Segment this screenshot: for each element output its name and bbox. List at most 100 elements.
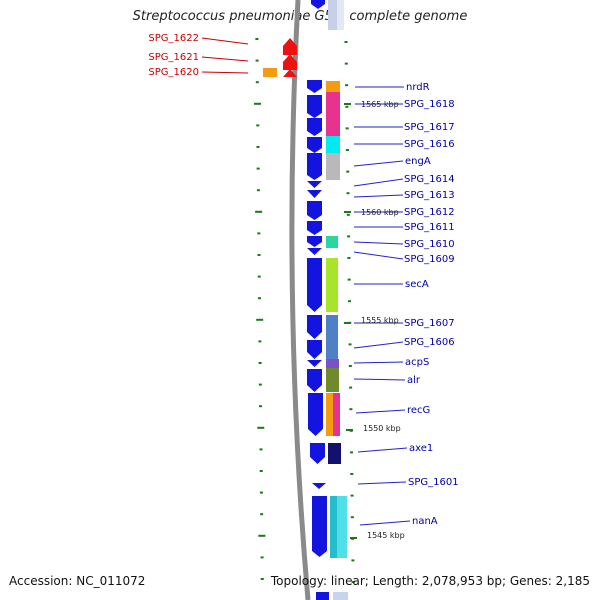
gene-arrow-alr[interactable] bbox=[307, 369, 322, 392]
kbp-label-1555: 1555 kbp bbox=[361, 316, 399, 325]
gene-arrow-engA[interactable] bbox=[307, 153, 322, 180]
gene-arrow-axe1[interactable] bbox=[310, 443, 325, 464]
cog-box-SPG_1616 bbox=[326, 136, 340, 153]
gene-labels: SPG_1622 SPG_1621 SPG_1620 nrdR SPG_1618… bbox=[148, 33, 458, 527]
cog-box-nanA-b bbox=[337, 496, 347, 558]
gene-arrow-SPG_1607[interactable] bbox=[307, 315, 322, 339]
gene-label-SPG_1610[interactable]: SPG_1610 bbox=[404, 239, 455, 250]
connector-SPG_1622 bbox=[201, 37, 249, 45]
gene-label-acpS[interactable]: acpS bbox=[405, 357, 429, 368]
left-tick bbox=[257, 275, 261, 278]
right-tick bbox=[350, 494, 354, 497]
left-tick bbox=[256, 146, 260, 148]
gene-label-axe1[interactable]: axe1 bbox=[409, 443, 433, 454]
left-tick bbox=[259, 491, 263, 494]
connector-alr bbox=[353, 378, 406, 381]
gene-label-SPG_1614[interactable]: SPG_1614 bbox=[404, 174, 455, 185]
kbp-tick-1550 bbox=[346, 429, 353, 431]
gene-arrow-SPG_1613[interactable] bbox=[307, 190, 322, 198]
gene-arrow-SPG_1617[interactable] bbox=[307, 118, 322, 136]
gene-arrow-SPG_1614[interactable] bbox=[307, 181, 322, 188]
gene-label-SPG_1609[interactable]: SPG_1609 bbox=[404, 254, 455, 265]
gene-arrow-SPG_1610[interactable] bbox=[307, 236, 322, 247]
right-tick bbox=[350, 516, 354, 519]
gene-label-SPG_1601[interactable]: SPG_1601 bbox=[408, 477, 459, 488]
gene-label-nrdR[interactable]: nrdR bbox=[406, 82, 430, 93]
left-tick bbox=[258, 340, 262, 343]
genome-summary-label: Topology: linear; Length: 2,078,953 bp; … bbox=[270, 574, 590, 588]
gene-label-SPG_1607[interactable]: SPG_1607 bbox=[404, 318, 455, 329]
gene-label-secA[interactable]: secA bbox=[405, 279, 429, 290]
cog-box-recG-b bbox=[333, 393, 340, 436]
gene-arrow-SPG_1616[interactable] bbox=[307, 137, 322, 153]
gene-arrow-continuation-top bbox=[311, 0, 325, 9]
connector-axe1 bbox=[357, 447, 408, 453]
cog-box-continuation-top-2 bbox=[337, 0, 344, 30]
left-tick bbox=[259, 448, 263, 451]
right-tick bbox=[347, 300, 351, 303]
left-minor-ticks bbox=[254, 38, 266, 580]
gene-arrow-recG[interactable] bbox=[308, 393, 323, 436]
kbp-marker-ticks bbox=[344, 103, 357, 539]
right-tick bbox=[346, 213, 350, 216]
gene-arrow-SPG_1622[interactable] bbox=[283, 38, 297, 55]
genome-title: Streptococcus pneumoniae G54, complete g… bbox=[132, 9, 468, 24]
gene-label-nanA[interactable]: nanA bbox=[412, 516, 438, 527]
left-tick bbox=[256, 318, 264, 321]
right-tick bbox=[350, 473, 354, 475]
gene-label-SPG_1611[interactable]: SPG_1611 bbox=[404, 222, 455, 233]
cog-box-secA bbox=[326, 258, 338, 312]
left-tick bbox=[256, 167, 260, 170]
gene-label-SPG_1617[interactable]: SPG_1617 bbox=[404, 122, 455, 133]
gene-label-SPG_1621[interactable]: SPG_1621 bbox=[148, 52, 199, 63]
left-tick bbox=[258, 383, 262, 386]
right-tick bbox=[344, 41, 348, 43]
gene-arrow-acpS[interactable] bbox=[307, 360, 322, 367]
kbp-tick-1565 bbox=[344, 103, 351, 105]
gene-arrow-SPG_1609[interactable] bbox=[307, 248, 322, 255]
kbp-label-1565: 1565 kbp bbox=[361, 100, 399, 109]
cog-box-axe1 bbox=[328, 443, 341, 464]
gene-label-SPG_1620[interactable]: SPG_1620 bbox=[148, 67, 199, 78]
gene-arrow-SPG_1606[interactable] bbox=[307, 340, 322, 359]
left-tick bbox=[260, 578, 264, 580]
gene-label-alr[interactable]: alr bbox=[407, 375, 421, 386]
gene-arrow-nrdR[interactable] bbox=[307, 80, 322, 93]
gene-arrow-nanA[interactable] bbox=[312, 496, 327, 557]
forward-gene-group bbox=[263, 38, 297, 77]
cog-box-SPG_1610 bbox=[326, 236, 338, 248]
gene-label-SPG_1622[interactable]: SPG_1622 bbox=[148, 33, 199, 44]
gene-label-SPG_1606[interactable]: SPG_1606 bbox=[404, 337, 455, 348]
gene-label-SPG_1616[interactable]: SPG_1616 bbox=[404, 139, 455, 150]
gene-arrow-secA[interactable] bbox=[307, 258, 322, 312]
left-tick bbox=[256, 124, 260, 127]
right-tick bbox=[349, 451, 353, 454]
cog-box-acpS bbox=[326, 359, 339, 368]
gene-label-recG[interactable]: recG bbox=[407, 405, 430, 416]
gene-label-SPG_1612[interactable]: SPG_1612 bbox=[404, 207, 455, 218]
right-tick bbox=[349, 408, 353, 411]
gene-label-SPG_1618[interactable]: SPG_1618 bbox=[404, 99, 455, 110]
label-connectors bbox=[201, 37, 411, 526]
gene-arrow-SPG_1611[interactable] bbox=[307, 221, 322, 235]
gene-arrow-SPG_1601[interactable] bbox=[312, 483, 326, 489]
gene-label-SPG_1613[interactable]: SPG_1613 bbox=[404, 190, 455, 201]
connector-SPG_1621 bbox=[201, 56, 249, 62]
gene-arrow-SPG_1620[interactable] bbox=[283, 69, 297, 77]
cog-box-SPG_1618 bbox=[326, 92, 340, 136]
gene-label-engA[interactable]: engA bbox=[405, 156, 431, 167]
right-tick bbox=[344, 62, 348, 65]
connector-engA bbox=[353, 160, 404, 167]
gene-arrow-SPG_1618[interactable] bbox=[307, 95, 322, 118]
right-tick bbox=[348, 343, 352, 346]
cog-box-alr bbox=[326, 368, 339, 392]
kbp-tick-1555 bbox=[344, 322, 351, 324]
kbp-labels: 1565 kbp 1560 kbp 1555 kbp 1550 kbp 1545… bbox=[361, 100, 405, 540]
left-tick bbox=[258, 362, 262, 364]
right-tick bbox=[351, 581, 355, 583]
gene-arrow-SPG_1621[interactable] bbox=[283, 54, 297, 70]
cog-box-continuation-top bbox=[328, 0, 337, 30]
gene-arrow-SPG_1612[interactable] bbox=[307, 201, 322, 220]
right-tick bbox=[347, 257, 351, 259]
